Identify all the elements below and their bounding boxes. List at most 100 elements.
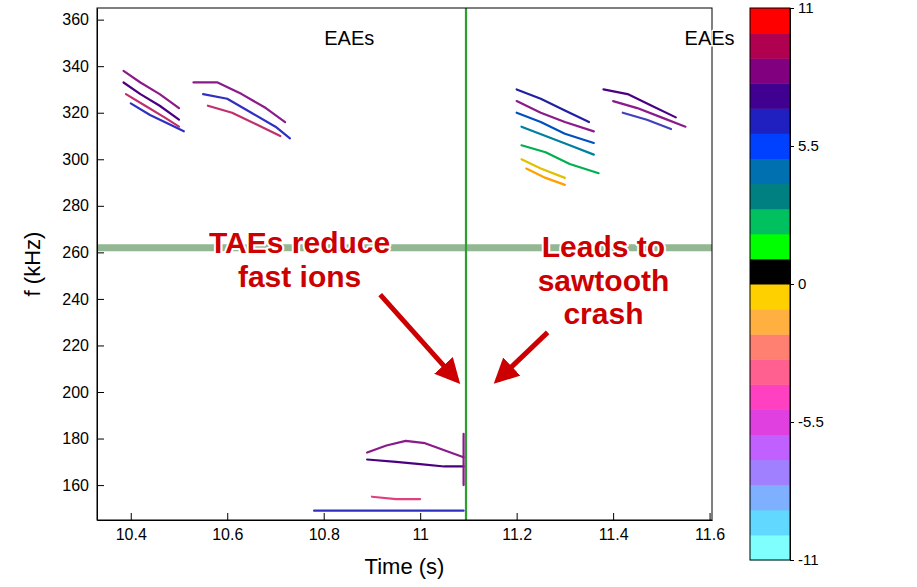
y-axis: 160180200220240260280300320340360 bbox=[62, 9, 104, 521]
annotation-line: sawtooth bbox=[538, 264, 670, 297]
plot-frame bbox=[97, 8, 712, 520]
colorbar-cell bbox=[750, 159, 790, 185]
annotation-line: TAEs reduce bbox=[209, 226, 390, 259]
y-axis-title: f (kHz) bbox=[20, 232, 45, 297]
colorbar-cell bbox=[750, 435, 790, 461]
y-tick-label: 280 bbox=[62, 197, 89, 214]
x-tick-mark bbox=[517, 513, 518, 520]
y-tick-label: 300 bbox=[62, 151, 89, 168]
colorbar-tick-label: 11 bbox=[798, 0, 814, 16]
colorbar-cell bbox=[750, 309, 790, 335]
x-tick-mark bbox=[227, 513, 228, 520]
colorbar-cell bbox=[750, 8, 790, 34]
annotation: TAEs reducefast ions bbox=[209, 226, 390, 293]
y-tick-label: 260 bbox=[62, 244, 89, 261]
x-axis: 10.4 10.6 10.8 11 11.2 11.4 11.6 bbox=[98, 513, 726, 543]
colorbar-frame bbox=[750, 8, 790, 560]
colorbar-axis: -11 -5.5 0 5.5 11 bbox=[790, 0, 824, 568]
y-tick-mark bbox=[97, 485, 104, 486]
mode-trace bbox=[314, 510, 464, 512]
x-tick: 11.6 bbox=[695, 513, 725, 543]
y-axis-line bbox=[97, 9, 98, 521]
colorbar-tick: 11 bbox=[790, 0, 814, 16]
x-tick-label: 11.2 bbox=[502, 526, 532, 543]
mode-trace bbox=[208, 106, 280, 136]
x-tick: 11.4 bbox=[599, 513, 629, 543]
plot-marks bbox=[97, 8, 712, 520]
colorbar-tick: 5.5 bbox=[790, 137, 819, 154]
y-tick: 160 bbox=[62, 477, 104, 494]
colorbar-cell bbox=[750, 259, 790, 285]
colorbar-cell bbox=[750, 184, 790, 210]
x-tick-mark bbox=[710, 513, 711, 520]
y-tick: 260 bbox=[62, 244, 104, 261]
colorbar-cell bbox=[750, 485, 790, 511]
colorbar-tick: -5.5 bbox=[790, 413, 824, 430]
colorbar-cell bbox=[750, 108, 790, 134]
y-tick: 320 bbox=[62, 104, 104, 121]
mode-trace bbox=[526, 169, 565, 185]
x-tick-mark bbox=[131, 513, 132, 520]
y-tick: 340 bbox=[62, 58, 104, 75]
annotation-line: EAEs bbox=[685, 27, 735, 49]
colorbar-tick-mark bbox=[790, 146, 794, 147]
x-axis-title: Time (s) bbox=[365, 554, 445, 579]
colorbar-cell bbox=[750, 133, 790, 159]
x-tick-label: 10.4 bbox=[116, 526, 147, 543]
y-tick: 180 bbox=[62, 430, 104, 447]
colorbar-tick-mark bbox=[790, 560, 794, 561]
colorbar-cell bbox=[750, 83, 790, 109]
y-tick-label: 220 bbox=[62, 337, 89, 354]
mode-trace bbox=[126, 94, 179, 127]
annotation-line: EAEs bbox=[324, 27, 374, 49]
x-tick: 11.2 bbox=[502, 513, 532, 543]
x-tick: 10.8 bbox=[309, 513, 340, 543]
colorbar-tick-mark bbox=[790, 8, 794, 9]
colorbar-cell bbox=[750, 284, 790, 310]
colorbar-cell bbox=[750, 460, 790, 486]
x-axis-line bbox=[98, 520, 713, 521]
annotations: EAEs EAEs TAEs reducefast ions Leads tosawt… bbox=[209, 27, 735, 380]
y-tick-label: 180 bbox=[62, 430, 89, 447]
mode-trace bbox=[372, 497, 420, 499]
y-tick-mark bbox=[97, 66, 104, 67]
annotation-line: crash bbox=[563, 297, 643, 330]
x-tick: 10.6 bbox=[212, 513, 243, 543]
mode-trace bbox=[462, 434, 464, 485]
colorbar-tick-label: -5.5 bbox=[798, 413, 824, 430]
chart-svg: 10.410.610.81111.211.411.616018020022024… bbox=[0, 0, 917, 587]
y-tick: 300 bbox=[62, 151, 104, 168]
mode-trace bbox=[623, 113, 671, 129]
annotation: EAEs bbox=[324, 27, 374, 49]
x-tick: 11 bbox=[412, 513, 429, 543]
y-tick: 220 bbox=[62, 337, 104, 354]
x-tick-mark bbox=[324, 513, 325, 520]
y-tick-mark bbox=[97, 252, 104, 253]
colorbar bbox=[750, 8, 790, 561]
colorbar-cell bbox=[750, 58, 790, 84]
y-tick: 360 bbox=[62, 11, 104, 28]
y-tick-mark bbox=[97, 20, 104, 21]
mode-trace bbox=[367, 459, 463, 466]
mode-trace bbox=[124, 82, 179, 119]
colorbar-cell bbox=[750, 359, 790, 385]
colorbar-tick-mark bbox=[790, 422, 794, 423]
mode-trace bbox=[131, 103, 184, 131]
colorbar-cell bbox=[750, 234, 790, 260]
colorbar-cell bbox=[750, 209, 790, 235]
colorbar-cell bbox=[750, 510, 790, 536]
y-tick-mark bbox=[97, 392, 104, 393]
x-tick-label: 10.6 bbox=[212, 526, 243, 543]
y-tick-mark bbox=[97, 159, 104, 160]
colorbar-cell bbox=[750, 33, 790, 59]
annotation: EAEs bbox=[685, 27, 735, 49]
colorbar-tick-label: -11 bbox=[798, 551, 819, 568]
y-tick-label: 340 bbox=[62, 58, 89, 75]
x-tick-mark bbox=[613, 513, 614, 520]
colorbar-tick: 0 bbox=[790, 275, 806, 292]
x-tick-label: 11.6 bbox=[695, 526, 725, 543]
colorbar-cell bbox=[750, 409, 790, 435]
annotation-arrow bbox=[497, 332, 547, 380]
annotation-line: Leads to bbox=[542, 230, 665, 263]
y-tick-label: 240 bbox=[62, 291, 89, 308]
